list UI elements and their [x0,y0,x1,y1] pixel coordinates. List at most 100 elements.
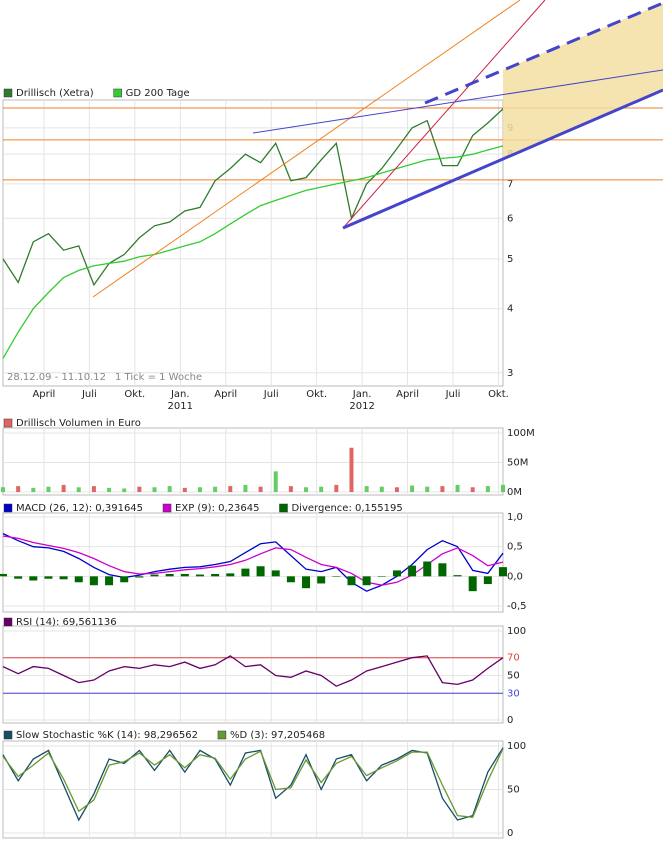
legend-swatch [3,418,13,428]
volume-bar [410,485,415,492]
histogram-bar [377,576,386,577]
y-tick-label: 1,0 [507,512,523,523]
histogram-bar [286,576,295,583]
x-tick-label: Okt. [306,389,327,400]
legend-label: Divergence: 0,155195 [291,503,402,514]
x-tick-label: April [396,389,419,400]
volume-bar [455,484,460,492]
histogram-bar [135,576,144,578]
x-tick-label: Juli [81,389,97,400]
year-label: 2012 [349,401,374,412]
histogram-bar [29,576,38,581]
legend-swatch [3,617,13,627]
x-tick-label: April [214,389,237,400]
tick-note: 1 Tick = 1 Woche [115,372,202,383]
legend-swatch [3,730,13,740]
volume-bar [485,486,490,492]
y-tick-label: 30 [507,688,520,699]
year-label: 2011 [168,401,193,412]
trend-line [92,0,521,298]
legend-swatch [162,503,172,513]
y-tick-label: 0,0 [507,571,523,582]
y-tick-label: 3 [507,368,513,379]
histogram-bar [165,573,174,577]
volume-bar [243,484,248,492]
histogram-bar [105,576,114,586]
channel-fill [503,3,663,159]
trend-line [342,0,546,229]
y-tick-label: 100M [507,428,535,439]
volume-bar [61,484,66,492]
histogram-bar [392,570,401,577]
volume-bar [197,487,202,492]
volume-bar [440,486,445,492]
histogram-bar [195,574,204,577]
date-range: 28.12.09 - 11.10.12 [7,372,106,383]
series-line [2,533,504,592]
histogram-bar [271,570,280,577]
histogram-bar [468,576,477,592]
x-tick-label: April [32,389,55,400]
series-line [2,748,504,819]
y-tick-label: 0,5 [507,542,523,553]
legend-label: Drillisch Volumen in Euro [16,418,141,429]
histogram-bar [226,573,235,577]
volume-bar [228,486,233,492]
legend-label: MACD (26, 12): 0,391645 [16,503,143,514]
legend-swatch [3,503,13,513]
volume-bar [91,486,96,492]
histogram-bar [256,566,265,577]
histogram-bar [89,576,98,586]
x-tick-label: Okt. [124,389,145,400]
x-tick-label: Okt. [488,389,509,400]
volume-bar [76,487,81,492]
histogram-bar [302,576,311,589]
histogram-bar [241,568,250,577]
volume-bar [319,486,324,492]
x-tick-label: Jan. [352,389,372,400]
plot-frame [2,625,504,724]
y-tick-label: 50 [507,671,520,682]
volume-bar [152,487,157,492]
y-tick-label: 0 [507,715,513,726]
y-tick-label: 5 [507,254,513,265]
trend-line [342,88,663,230]
legend-label: Drillisch (Xetra) [16,88,94,99]
volume-bar [501,484,505,492]
histogram-bar [483,576,492,585]
legend-label: RSI (14): 69,561136 [16,617,117,628]
y-tick-label: 100 [507,626,526,637]
histogram-bar [453,575,462,577]
y-tick-label: 6 [507,213,513,224]
histogram-bar [14,576,23,579]
y-tick-label: 50M [507,458,528,469]
volume-bar [107,487,112,492]
histogram-bar [59,576,68,580]
series-line [2,108,504,287]
histogram-bar [408,565,417,577]
series-line [2,145,504,359]
legend-label: GD 200 Tage [126,88,190,99]
volume-bar [122,488,127,492]
histogram-bar [0,573,7,577]
volume-bar [288,486,293,492]
plot-frame [2,427,504,496]
legend-swatch [217,730,227,740]
volume-bar [1,487,5,492]
legend-swatch [3,88,13,98]
histogram-bar [362,576,371,586]
volume-bar [470,487,475,492]
y-tick-label: 70 [507,653,520,664]
volume-bar [379,486,384,492]
y-tick-label: 50 [507,785,520,796]
series-line [2,655,504,687]
volume-bar [425,486,430,492]
volume-bar [304,487,309,492]
legend-label: EXP (9): 0,23645 [175,503,259,514]
histogram-bar [499,567,507,577]
histogram-bar [74,576,83,583]
histogram-bar [317,576,326,584]
y-tick-label: 100 [507,741,526,752]
legend-swatch [279,503,288,513]
